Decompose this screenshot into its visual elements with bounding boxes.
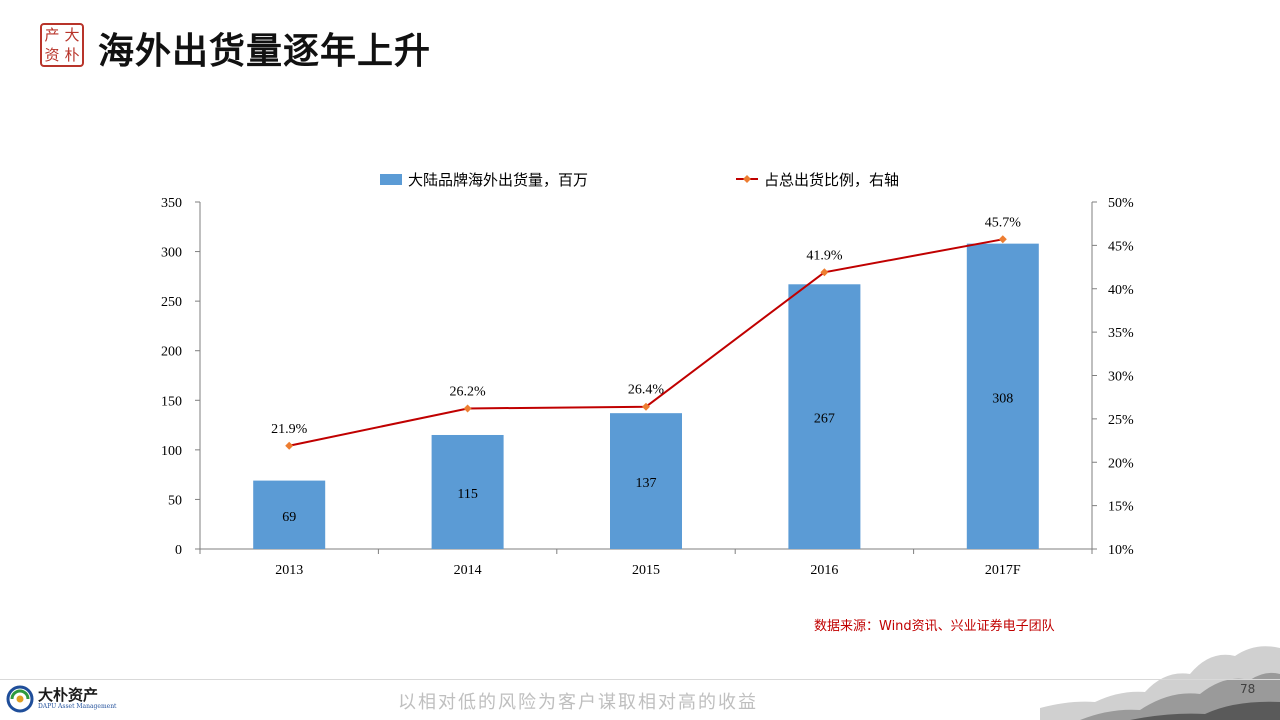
data-source-note: 数据来源：Wind资讯、兴业证券电子团队 bbox=[814, 619, 1055, 634]
bar bbox=[788, 284, 861, 549]
line-value-label: 26.4% bbox=[628, 383, 665, 398]
line-point bbox=[642, 402, 650, 411]
footer-slogan: 以相对低的风险为客户谋取相对高的收益 bbox=[398, 692, 758, 713]
line-value-label: 21.9% bbox=[271, 422, 308, 437]
x-tick-label: 2013 bbox=[275, 563, 303, 578]
bar-value-label: 69 bbox=[282, 510, 296, 525]
x-tick-label: 2015 bbox=[632, 563, 660, 578]
legend-label-line: 占总出货比例，右轴 bbox=[764, 171, 899, 189]
y2-tick-label: 40% bbox=[1108, 283, 1134, 298]
y2-tick-label: 30% bbox=[1108, 370, 1134, 385]
line-point bbox=[285, 441, 294, 450]
footer-divider bbox=[0, 679, 1280, 680]
line-value-label: 45.7% bbox=[985, 215, 1022, 230]
bar-value-label: 308 bbox=[992, 391, 1013, 406]
bar bbox=[253, 480, 326, 549]
combo-chart: 0 50 100 150 200 250 300 350 10% 15% 20% 25% 30% 35% 4… bbox=[161, 171, 1134, 578]
bar bbox=[431, 434, 504, 549]
line-point bbox=[463, 404, 472, 413]
y2-tick-label: 10% bbox=[1108, 543, 1134, 558]
seal-char: 产 bbox=[44, 25, 60, 44]
bar-value-label: 115 bbox=[457, 487, 477, 502]
company-logo: 大朴资产 DAPU Asset Management bbox=[6, 684, 116, 714]
y-tick-label: 300 bbox=[161, 246, 182, 261]
legend-marker-line bbox=[743, 175, 751, 183]
line-value-label: 41.9% bbox=[806, 248, 843, 263]
y2-tick-label: 20% bbox=[1108, 456, 1134, 471]
y-tick-label: 350 bbox=[161, 196, 182, 211]
page-number: 78 bbox=[1240, 682, 1256, 696]
seal-char: 大 bbox=[64, 25, 80, 44]
page-title: 海外出货量逐年上升 bbox=[98, 31, 432, 72]
bar bbox=[966, 243, 1039, 549]
y2-tick-label: 25% bbox=[1108, 413, 1134, 428]
seal-logo: 产 大 资 朴 bbox=[40, 23, 84, 67]
x-tick-label: 2014 bbox=[454, 563, 482, 578]
y2-tick-label: 35% bbox=[1108, 326, 1134, 341]
y-tick-label: 0 bbox=[175, 543, 182, 558]
y2-tick-label: 15% bbox=[1108, 500, 1134, 515]
logo-text-en: DAPU Asset Management bbox=[38, 703, 117, 710]
y2-tick-label: 45% bbox=[1108, 239, 1134, 254]
ink-landscape-decoration bbox=[1040, 646, 1280, 720]
seal-char: 资 bbox=[44, 45, 60, 64]
line-point bbox=[998, 235, 1007, 244]
legend-label-bar: 大陆品牌海外出货量，百万 bbox=[408, 171, 588, 189]
y-tick-label: 200 bbox=[161, 345, 182, 360]
y-tick-label: 50 bbox=[168, 493, 182, 508]
line-point bbox=[820, 268, 829, 277]
y2-tick-label: 50% bbox=[1108, 196, 1134, 211]
legend-swatch-bar bbox=[380, 174, 402, 185]
x-tick-label: 2016 bbox=[810, 563, 838, 578]
y-tick-label: 250 bbox=[161, 295, 182, 310]
logo-text-cn: 大朴资产 bbox=[38, 686, 99, 704]
bar-value-label: 137 bbox=[636, 476, 657, 491]
seal-char: 朴 bbox=[64, 45, 80, 64]
y-tick-label: 150 bbox=[161, 394, 182, 409]
line-value-label: 26.2% bbox=[450, 384, 487, 399]
x-tick-label: 2017F bbox=[985, 563, 1021, 578]
bar-value-label: 267 bbox=[814, 412, 835, 427]
logo-mark-icon bbox=[6, 685, 34, 713]
y-tick-label: 100 bbox=[161, 444, 182, 459]
bar bbox=[610, 413, 682, 549]
